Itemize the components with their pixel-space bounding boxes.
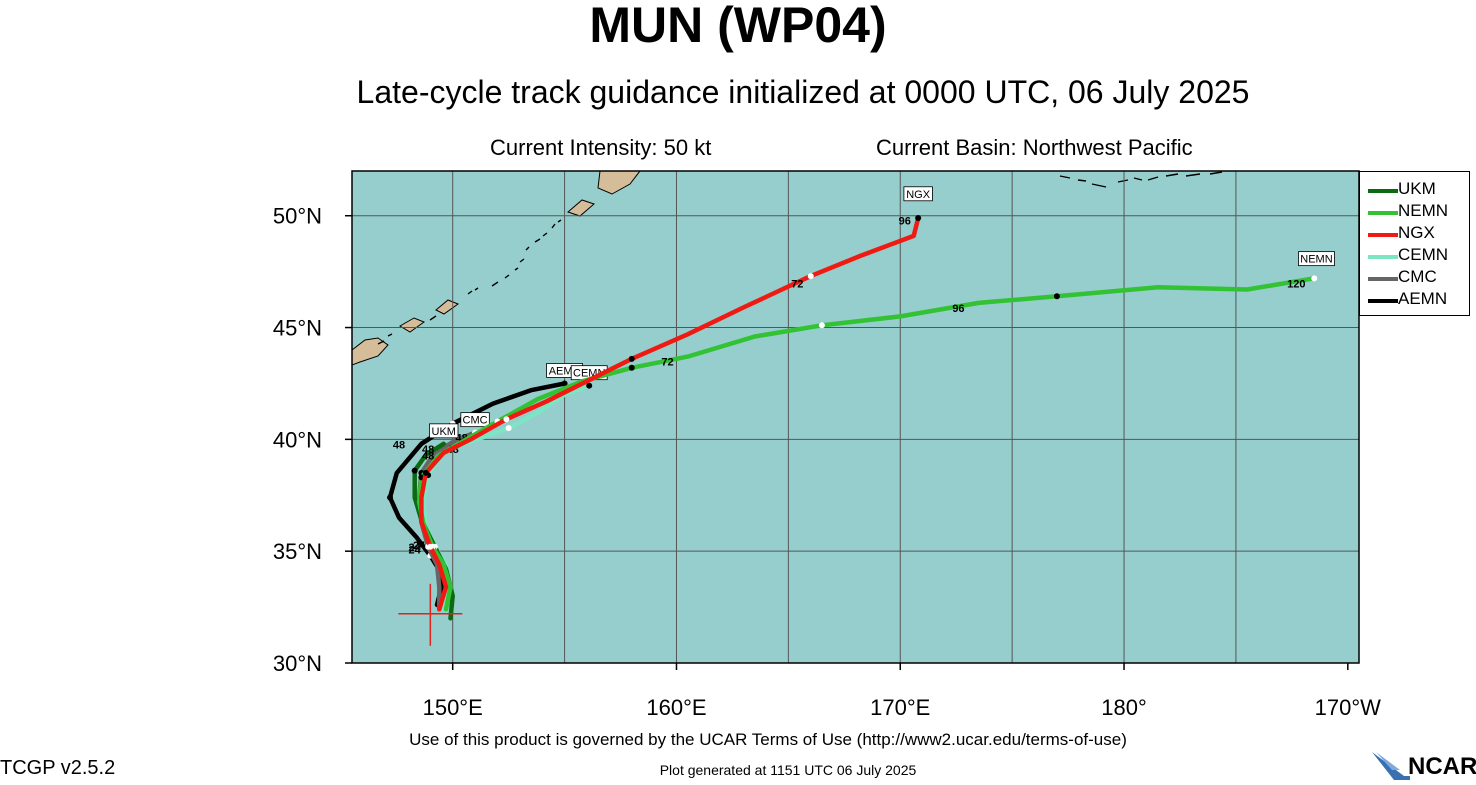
y-tick-label: 45°N bbox=[273, 316, 322, 341]
legend-swatch-ngx bbox=[1368, 233, 1398, 237]
kamchatka-land bbox=[597, 171, 641, 195]
legend-label-cemn: CEMN bbox=[1398, 245, 1449, 264]
end-label-box-ukm bbox=[429, 423, 459, 439]
legend-item-cmc: CMC bbox=[1368, 267, 1468, 289]
end-label-nemn: NEMN bbox=[1300, 254, 1332, 266]
ocean-background bbox=[352, 171, 1359, 663]
y-tick-label: 30°N bbox=[273, 651, 322, 676]
track-point-cemn bbox=[586, 382, 593, 389]
y-tick-label: 35°N bbox=[273, 539, 322, 564]
end-label-ngx: NGX bbox=[906, 189, 931, 201]
track-point-ngx bbox=[422, 469, 429, 476]
x-tick-label: 180° bbox=[1101, 695, 1147, 720]
hour-label-nemn: 48 bbox=[422, 450, 434, 462]
x-tick-label: 160°E bbox=[646, 695, 706, 720]
track-point-ngx bbox=[628, 355, 635, 362]
legend-label-nemn: NEMN bbox=[1398, 201, 1449, 220]
legend-item-ukm: UKM bbox=[1368, 179, 1468, 201]
track-point-ngx bbox=[427, 543, 434, 550]
map-title: MUN (WP04) bbox=[589, 0, 887, 53]
ncar-logo: NCAR bbox=[1370, 748, 1476, 780]
track-point-ngx bbox=[503, 416, 510, 423]
current-basin: Current Basin: Northwest Pacific bbox=[876, 135, 1193, 160]
generated-timestamp: Plot generated at 1151 UTC 06 July 2025 bbox=[659, 762, 917, 778]
plot-frame bbox=[351, 170, 1360, 664]
aleutian-islets bbox=[1059, 171, 1223, 188]
hokkaido-land bbox=[352, 337, 389, 366]
legend-label-cmc: CMC bbox=[1398, 267, 1437, 286]
y-tick-label: 40°N bbox=[273, 427, 322, 452]
legend-swatch-cemn bbox=[1368, 255, 1398, 259]
track-point-cemn bbox=[505, 425, 512, 432]
y-tick-label: 50°N bbox=[273, 204, 322, 229]
legend-swatch-cmc bbox=[1368, 277, 1398, 281]
version-label: TCGP v2.5.2 bbox=[0, 757, 116, 779]
hour-label-nemn: 72 bbox=[661, 357, 673, 369]
track-point-ngx bbox=[915, 214, 922, 221]
legend-item-cemn: CEMN bbox=[1368, 245, 1468, 267]
track-point-nemn bbox=[1311, 275, 1318, 282]
kuril-islets bbox=[377, 219, 562, 345]
end-label-box-ngx bbox=[903, 186, 933, 202]
hour-label-ngx: 72 bbox=[791, 278, 803, 290]
legend-label-aemn: AEMN bbox=[1398, 289, 1448, 308]
hour-label-nemn: 96 bbox=[952, 303, 964, 315]
hour-label-ukm: 48 bbox=[422, 444, 434, 456]
track-point-nemn bbox=[818, 322, 825, 329]
legend-swatch-aemn bbox=[1368, 299, 1398, 303]
hour-label-aemn: 48 bbox=[393, 439, 405, 451]
legend-swatch-ukm bbox=[1368, 189, 1398, 193]
forecast-tracks: 2448AEMN2448CMC48CEMN2448UKM487296120NEM… bbox=[387, 186, 1335, 621]
hour-label-ngx: 96 bbox=[899, 216, 911, 228]
legend-label-ngx: NGX bbox=[1398, 223, 1435, 242]
legend-item-nemn: NEMN bbox=[1368, 201, 1468, 223]
x-tick-label: 170°E bbox=[870, 695, 930, 720]
end-label-cmc: CMC bbox=[463, 415, 488, 427]
legend: UKM NEMN NGX CEMN CMC AEMN bbox=[1359, 171, 1470, 316]
x-tick-label: 150°E bbox=[423, 695, 483, 720]
track-point-ngx bbox=[807, 273, 814, 280]
track-point-nemn bbox=[1053, 293, 1060, 300]
legend-swatch-nemn bbox=[1368, 211, 1398, 215]
current-position-marker bbox=[398, 583, 463, 646]
track-point-nemn bbox=[628, 364, 635, 371]
hour-label-nemn: 120 bbox=[1287, 278, 1305, 290]
ncar-logo-text: NCAR bbox=[1408, 753, 1476, 780]
hour-label-cmc: 24 bbox=[409, 544, 422, 556]
legend-item-aemn: AEMN bbox=[1368, 289, 1468, 311]
track-point-aemn bbox=[561, 380, 568, 387]
end-label-ukm: UKM bbox=[432, 426, 456, 438]
track-point-ukm bbox=[411, 467, 418, 474]
end-label-box-cmc bbox=[460, 412, 490, 428]
kuril-island-1 bbox=[399, 317, 426, 333]
track-ngx: 72 96 NGX bbox=[419, 186, 933, 612]
kuril-island-3 bbox=[567, 199, 595, 217]
hour-label-ukm: 24 bbox=[413, 540, 426, 552]
axis-ticks: 150°E 160°E 170°E 180° 170°W 30°N 35°N 40°N 45°N… bbox=[273, 204, 1381, 720]
map-subtitle: Late-cycle track guidance initialized at… bbox=[356, 74, 1250, 110]
legend-label-ukm: UKM bbox=[1398, 179, 1436, 198]
terms-of-use-text: Use of this product is governed by the U… bbox=[409, 730, 1127, 749]
x-tick-label: 170°W bbox=[1315, 695, 1382, 720]
ncar-swoosh-icon bbox=[1372, 752, 1410, 780]
end-label-box-nemn bbox=[1298, 251, 1335, 267]
legend-item-ngx: NGX bbox=[1368, 223, 1468, 245]
track-point-aemn bbox=[387, 494, 394, 501]
lat-lon-grid bbox=[352, 171, 1359, 663]
current-intensity: Current Intensity: 50 kt bbox=[490, 135, 712, 160]
hour-label-aemn: 24 bbox=[409, 542, 422, 554]
